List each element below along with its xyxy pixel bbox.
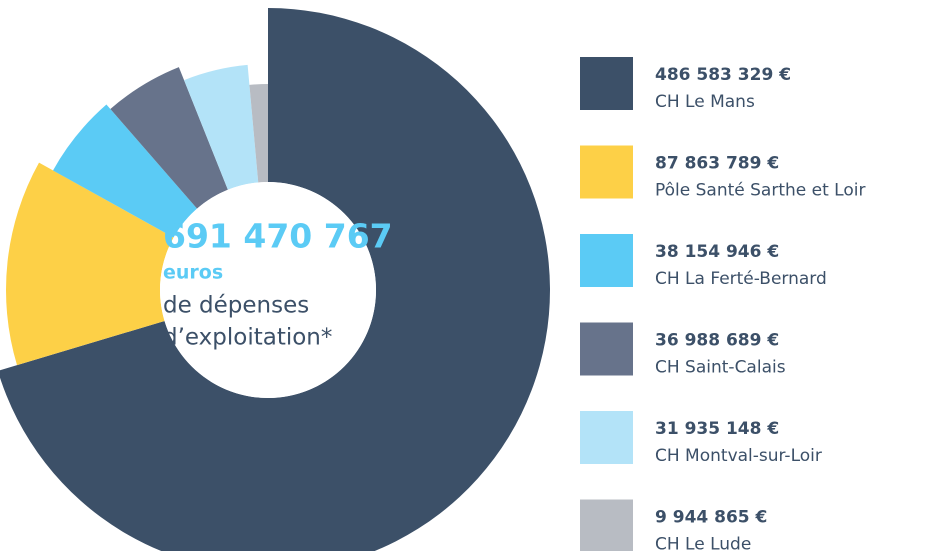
legend-value: 31 935 148 € [655,419,779,439]
center-total: 691 470 767 [163,217,393,256]
legend-swatch [580,234,633,287]
legend-label: CH Montval-sur-Loir [655,446,822,466]
legend-swatch [580,499,633,551]
legend-swatch [580,411,633,464]
donut-segment [249,84,268,183]
donut-segment [52,104,198,238]
legend-label: CH Le Mans [655,92,755,112]
legend-label: CH Le Lude [655,535,751,551]
legend-value: 9 944 865 € [655,508,767,528]
legend-value: 486 583 329 € [655,65,791,85]
center-text: de dépenses [163,293,309,319]
legend-label: CH Saint-Calais [655,358,786,378]
legend-label: Pôle Santé Sarthe et Loir [655,181,865,201]
center-text: d’exploitation* [163,325,332,351]
legend-value: 87 863 789 € [655,154,779,174]
legend-swatch [580,322,633,376]
legend-value: 36 988 689 € [655,331,779,351]
legend-swatch [580,57,633,110]
donut-segment [0,8,550,551]
legend-swatch [580,145,633,199]
donut-hole [160,182,376,398]
legend-value: 38 154 946 € [655,242,779,262]
center-unit: euros [163,262,223,284]
donut-segment [110,67,228,209]
donut-segment [5,162,174,366]
legend-label: CH La Ferté-Bernard [655,269,827,289]
legend: 486 583 329 € CH Le Mans 87 863 789 € Pôle … [580,57,865,551]
donut [0,8,550,551]
donut-segment [184,64,259,190]
